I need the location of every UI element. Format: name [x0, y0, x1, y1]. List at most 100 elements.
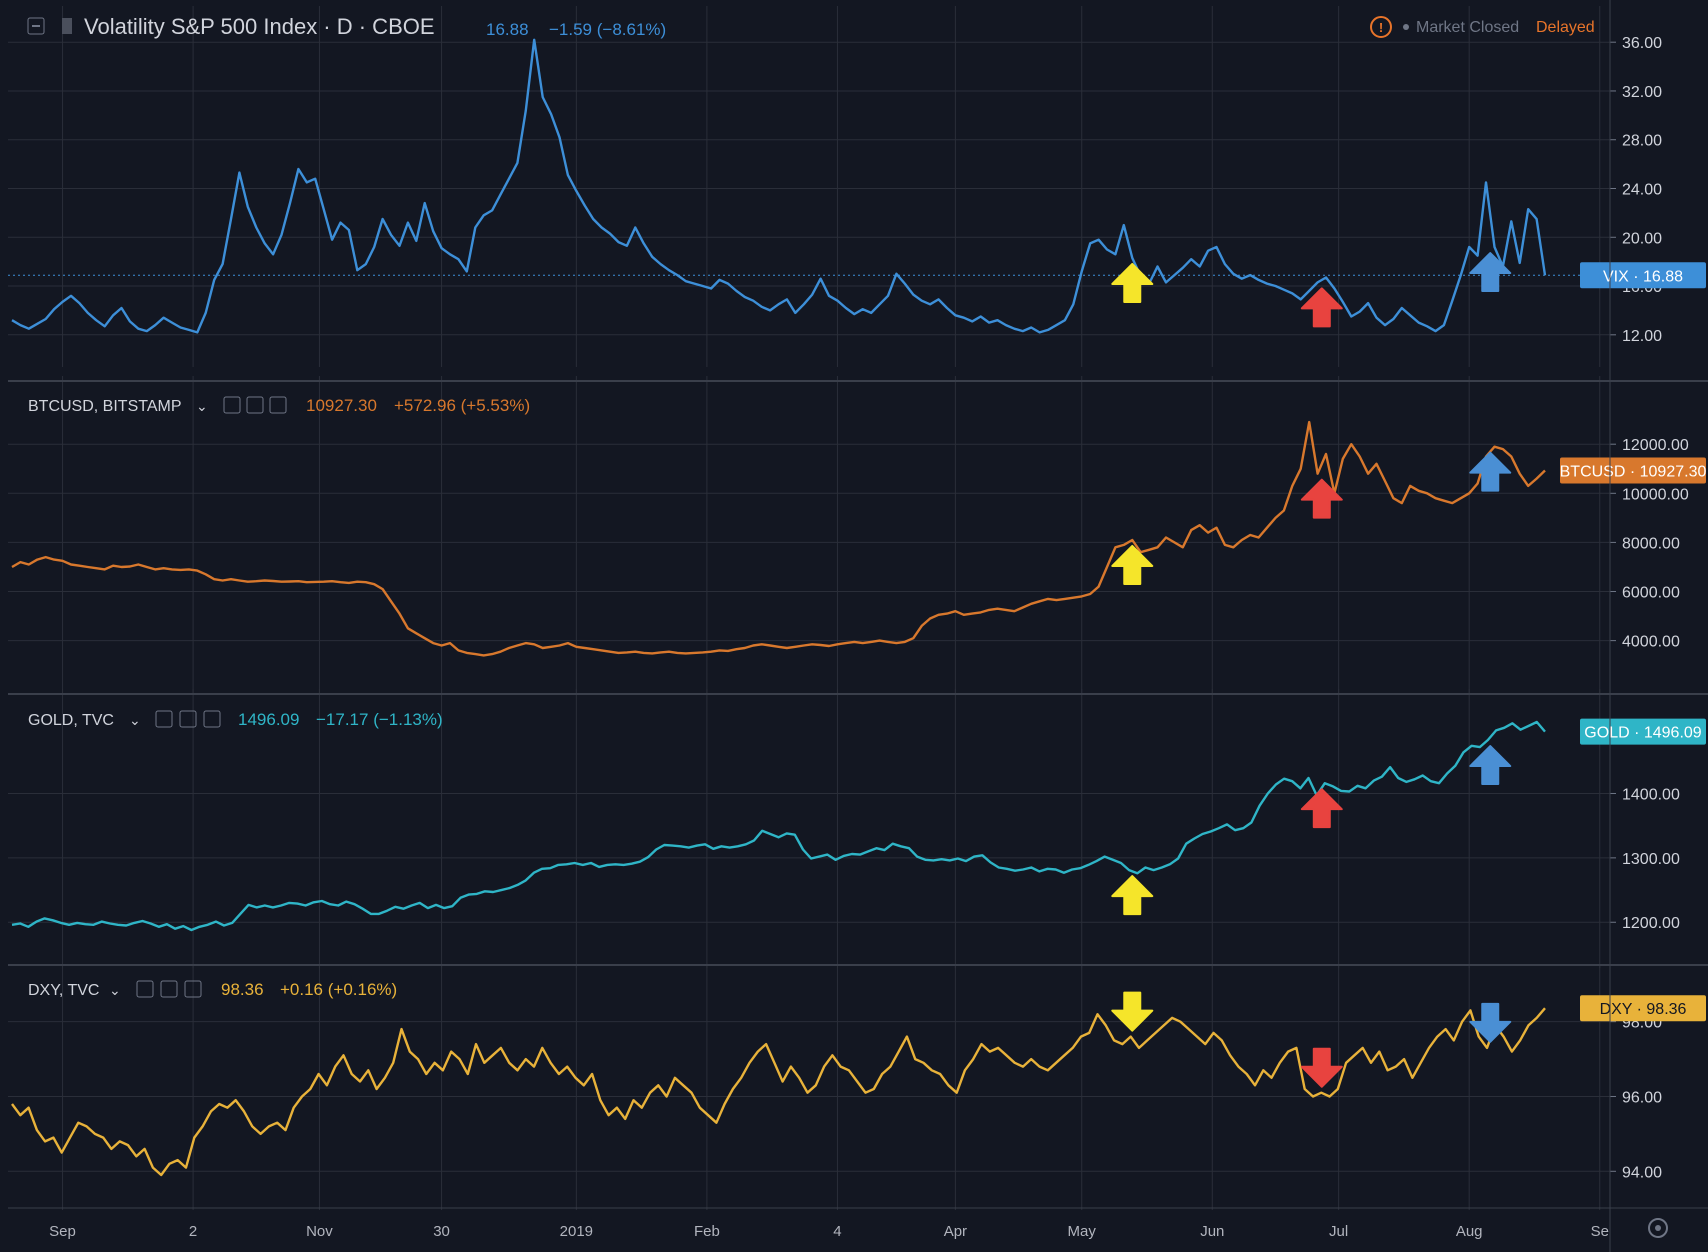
close-icon[interactable]	[269, 396, 287, 414]
vix-line	[11, 38, 1547, 334]
price-tick-label: 8000.00	[1622, 535, 1680, 552]
time-axis-label: Feb	[694, 1223, 720, 1240]
arrow-up-icon	[1111, 262, 1154, 303]
price-tick-label: 12.00	[1622, 328, 1662, 345]
arrow-down-icon	[1300, 1047, 1343, 1088]
time-axis-label: 2019	[560, 1223, 593, 1240]
flag-icon[interactable]	[62, 18, 72, 34]
market-status: Market Closed	[1416, 19, 1519, 36]
vix-price-label: VIX · 16.88	[1603, 268, 1683, 285]
gear-icon[interactable]	[1648, 1218, 1668, 1238]
eye-icon[interactable]	[223, 396, 241, 414]
btc-annotations	[1111, 451, 1512, 585]
dxy-annotations	[1111, 991, 1512, 1088]
gear-icon-ring	[1648, 1218, 1668, 1238]
gold-annotations	[1111, 745, 1512, 916]
arrow-up-icon	[1469, 745, 1512, 786]
price-tick-label: 12000.00	[1622, 437, 1689, 454]
chevron-down-icon[interactable]: ⌄	[196, 398, 208, 414]
price-tick-label: 36.00	[1622, 35, 1662, 52]
time-axis[interactable]: Sep 2 Nov 30 2019 Feb 4 Apr May Jun Jul Aug Se	[49, 1223, 1609, 1240]
price-tick-label: 1300.00	[1622, 851, 1680, 868]
arrow-up-icon	[1469, 451, 1512, 492]
vix-series	[8, 38, 1610, 334]
vix-price-label-box	[1580, 262, 1706, 289]
vix-annotations	[1111, 252, 1512, 328]
eye-icon[interactable]	[155, 710, 173, 728]
arrow-up-icon	[1111, 875, 1154, 916]
time-axis-label: 30	[433, 1223, 450, 1240]
gold-series	[11, 720, 1546, 932]
price-tick-label: 96.00	[1622, 1089, 1662, 1106]
arrow-shape	[1300, 478, 1343, 519]
gold-price: 1496.09	[238, 710, 299, 729]
dxy-change: +0.16 (+0.16%)	[280, 980, 397, 999]
gold-price-axis[interactable]: 1400.00 1300.00 1200.00 GOLD · 1496.09	[1580, 718, 1706, 933]
arrow-shape	[1300, 287, 1343, 328]
dxy-symbol[interactable]: DXY, TVC	[28, 982, 99, 999]
chevron-down-icon[interactable]: ⌄	[109, 982, 121, 998]
btc-price-axis[interactable]: 12000.00 10000.00 8000.00 6000.00 4000.00 BTC…	[1560, 437, 1707, 650]
btc-price: 10927.30	[306, 396, 377, 415]
price-tick-label: 1200.00	[1622, 915, 1680, 932]
time-axis-label: Jun	[1200, 1223, 1224, 1240]
btc-series	[11, 420, 1546, 657]
arrow-shape	[1469, 252, 1512, 293]
time-axis-label: Nov	[306, 1223, 333, 1240]
btc-legend: BTCUSD, BITSTAMP ⌄ 10927.30 +572.96 (+5.…	[28, 396, 530, 415]
time-axis-label: Sep	[49, 1223, 76, 1240]
arrow-shape	[1111, 991, 1154, 1032]
alert-icon[interactable]	[1370, 16, 1392, 38]
vix-legend: Volatility S&P 500 Index · D · CBOE 16.8…	[27, 14, 1595, 39]
arrow-down-icon	[1469, 1002, 1512, 1043]
dxy-line	[11, 1007, 1546, 1177]
settings-icon[interactable]	[179, 710, 197, 728]
btc-change: +572.96 (+5.53%)	[394, 396, 530, 415]
collapse-icon[interactable]	[27, 17, 45, 35]
vix-grid	[8, 6, 1610, 367]
arrow-shape	[1300, 788, 1343, 829]
gold-symbol[interactable]: GOLD, TVC	[28, 712, 114, 729]
vix-price: 16.88	[486, 20, 529, 39]
settings-icon[interactable]	[246, 396, 264, 414]
time-axis-label: Jul	[1329, 1223, 1348, 1240]
price-tick-label: 94.00	[1622, 1164, 1662, 1181]
arrow-up-icon	[1300, 788, 1343, 829]
arrow-shape	[1111, 544, 1154, 585]
arrow-shape	[1300, 1047, 1343, 1088]
dxy-price-label: DXY · 98.36	[1600, 1001, 1687, 1018]
price-tick-label: 24.00	[1622, 182, 1662, 199]
gold-pane[interactable]: 1400.00 1300.00 1200.00 GOLD · 1496.09	[8, 689, 1706, 968]
close-icon[interactable]	[203, 710, 221, 728]
time-axis-label: Apr	[944, 1223, 967, 1240]
close-icon[interactable]	[184, 980, 202, 998]
arrow-up-icon	[1300, 478, 1343, 519]
time-axis-label: Aug	[1456, 1223, 1483, 1240]
dxy-grid	[8, 964, 1610, 1210]
btc-pane[interactable]: 12000.00 10000.00 8000.00 6000.00 4000.00 BTC…	[8, 376, 1706, 695]
vix-symbol[interactable]: Volatility S&P 500 Index · D · CBOE	[84, 14, 435, 39]
arrow-shape	[1111, 262, 1154, 303]
arrow-up-icon	[1469, 252, 1512, 293]
chevron-down-icon[interactable]: ⌄	[129, 712, 141, 728]
eye-icon[interactable]	[136, 980, 154, 998]
price-tick-label: 1400.00	[1622, 786, 1680, 803]
arrow-up-icon	[1300, 287, 1343, 328]
btc-symbol[interactable]: BTCUSD, BITSTAMP	[28, 398, 182, 415]
price-tick-label: 28.00	[1622, 133, 1662, 150]
settings-icon[interactable]	[160, 980, 178, 998]
arrow-down-icon	[1111, 991, 1154, 1032]
price-tick-label: 4000.00	[1622, 634, 1680, 651]
btc-price-label-box	[1560, 457, 1706, 484]
arrow-shape	[1469, 1002, 1512, 1043]
arrow-shape	[1111, 875, 1154, 916]
gear-icon-hub	[1655, 1225, 1661, 1231]
delayed-badge[interactable]: Delayed	[1536, 19, 1595, 36]
status-dot-icon	[1403, 24, 1409, 30]
